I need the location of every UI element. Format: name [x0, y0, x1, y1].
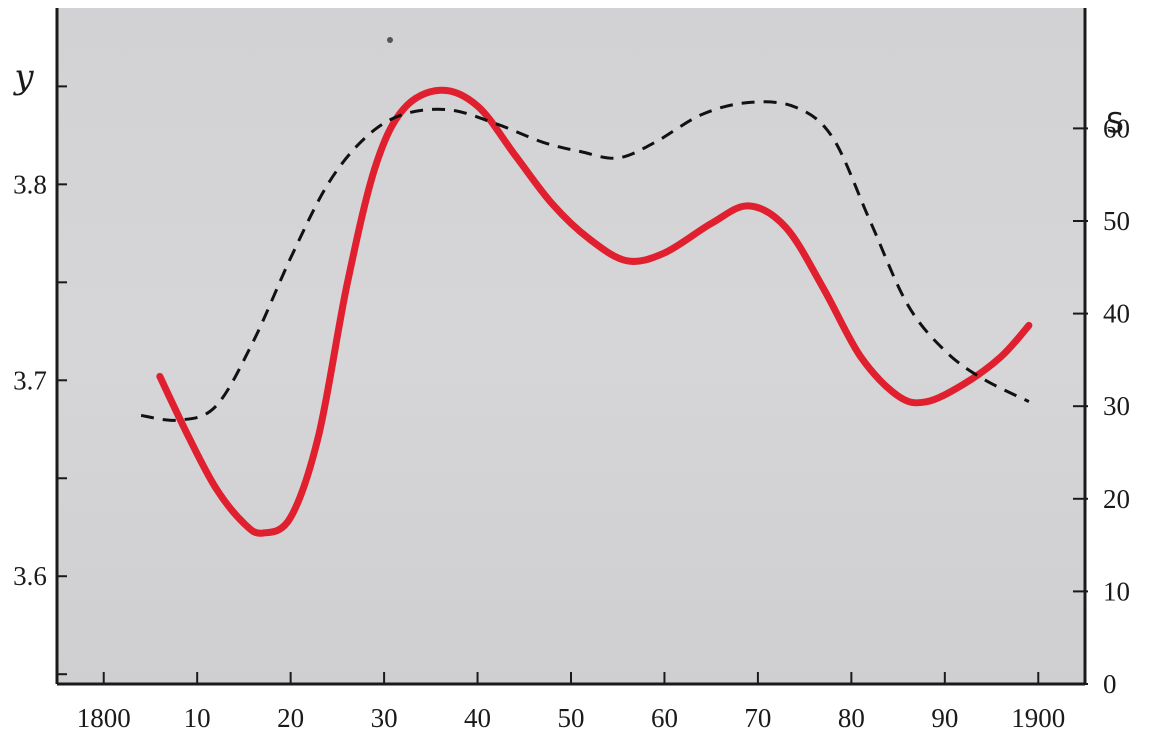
- x-tick-label: 30: [371, 703, 398, 733]
- right-tick-label: 0: [1103, 669, 1117, 699]
- x-tick-label: 40: [464, 703, 491, 733]
- right-tick-label: 60: [1103, 113, 1130, 143]
- x-tick-label: 10: [184, 703, 211, 733]
- x-tick-label: 1900: [1011, 703, 1065, 733]
- left-tick-label: 3.6: [13, 561, 47, 591]
- x-tick-label: 70: [744, 703, 771, 733]
- series-line-s-dashed: [140, 100, 1030, 422]
- x-tick-label: 90: [931, 703, 958, 733]
- right-tick-label: 30: [1103, 391, 1130, 421]
- x-tick-label: 1800: [77, 703, 131, 733]
- left-tick-label: 3.8: [13, 169, 47, 199]
- right-axis-label: S: [1106, 106, 1124, 139]
- series-line-y-solid: [156, 86, 1033, 537]
- left-tick-label: 3.7: [13, 365, 47, 395]
- right-tick-label: 20: [1103, 484, 1130, 514]
- right-tick-label: 40: [1103, 299, 1130, 329]
- x-tick-label: 50: [558, 703, 585, 733]
- left-axis-label: y: [12, 57, 34, 97]
- right-tick-label: 10: [1103, 576, 1130, 606]
- x-tick-label: 80: [838, 703, 865, 733]
- x-tick-label: 20: [277, 703, 304, 733]
- plot-background: [57, 8, 1085, 684]
- print-speck: [387, 37, 393, 43]
- right-tick-label: 50: [1103, 206, 1130, 236]
- x-tick-label: 60: [651, 703, 678, 733]
